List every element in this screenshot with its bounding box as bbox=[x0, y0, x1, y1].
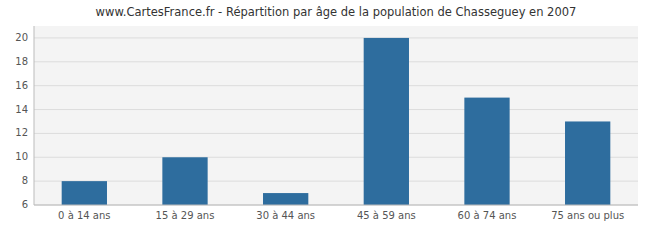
grid-line bbox=[34, 157, 638, 158]
x-axis-line bbox=[34, 205, 638, 206]
bar bbox=[565, 121, 610, 205]
chart-container: 6 8 10 12 14 16 18 20 0 à 14 ans 15 à 29 ans 30 à … bbox=[0, 0, 650, 229]
grid-line bbox=[34, 133, 638, 134]
grid-line bbox=[34, 109, 638, 110]
page: {"chart_data": {"type": "bar", "title": … bbox=[0, 0, 650, 229]
x-tick-label: 45 à 59 ans bbox=[357, 210, 416, 221]
bar bbox=[263, 193, 308, 205]
y-tick-label: 18 bbox=[15, 56, 28, 67]
grid-line bbox=[34, 37, 638, 38]
chart-svg: 6 8 10 12 14 16 18 20 0 à 14 ans 15 à 29 ans 30 à … bbox=[0, 0, 650, 229]
bar bbox=[162, 157, 207, 205]
bar bbox=[464, 98, 509, 205]
x-tick-label: 15 à 29 ans bbox=[156, 210, 215, 221]
x-tick-label: 75 ans ou plus bbox=[551, 210, 624, 221]
y-tick-label: 8 bbox=[22, 175, 28, 186]
x-tick-labels: 0 à 14 ans 15 à 29 ans 30 à 44 ans 45 à 59 … bbox=[58, 210, 624, 221]
plot-background bbox=[34, 26, 638, 205]
y-tick-label: 12 bbox=[15, 127, 28, 138]
y-tick-labels: 6 8 10 12 14 16 18 20 bbox=[15, 32, 28, 210]
grid bbox=[34, 38, 638, 205]
y-tick-label: 20 bbox=[15, 32, 28, 43]
grid-line bbox=[34, 205, 638, 206]
y-tick-label: 16 bbox=[15, 80, 28, 91]
x-tick-label: 0 à 14 ans bbox=[58, 210, 110, 221]
title: www.CartesFrance.fr - Répartition par âg… bbox=[96, 5, 577, 19]
grid-line bbox=[34, 181, 638, 182]
x-tick-label: 30 à 44 ans bbox=[256, 210, 315, 221]
grid-line bbox=[34, 85, 638, 86]
y-axis-line bbox=[34, 26, 35, 205]
y-tick-label: 10 bbox=[15, 151, 28, 162]
bar bbox=[62, 181, 107, 205]
x-tick-label: 60 à 74 ans bbox=[458, 210, 517, 221]
bars bbox=[62, 38, 611, 205]
y-tick-label: 6 bbox=[22, 199, 28, 210]
bar bbox=[364, 38, 409, 205]
grid-line bbox=[34, 61, 638, 62]
y-tick-label: 14 bbox=[15, 104, 28, 115]
